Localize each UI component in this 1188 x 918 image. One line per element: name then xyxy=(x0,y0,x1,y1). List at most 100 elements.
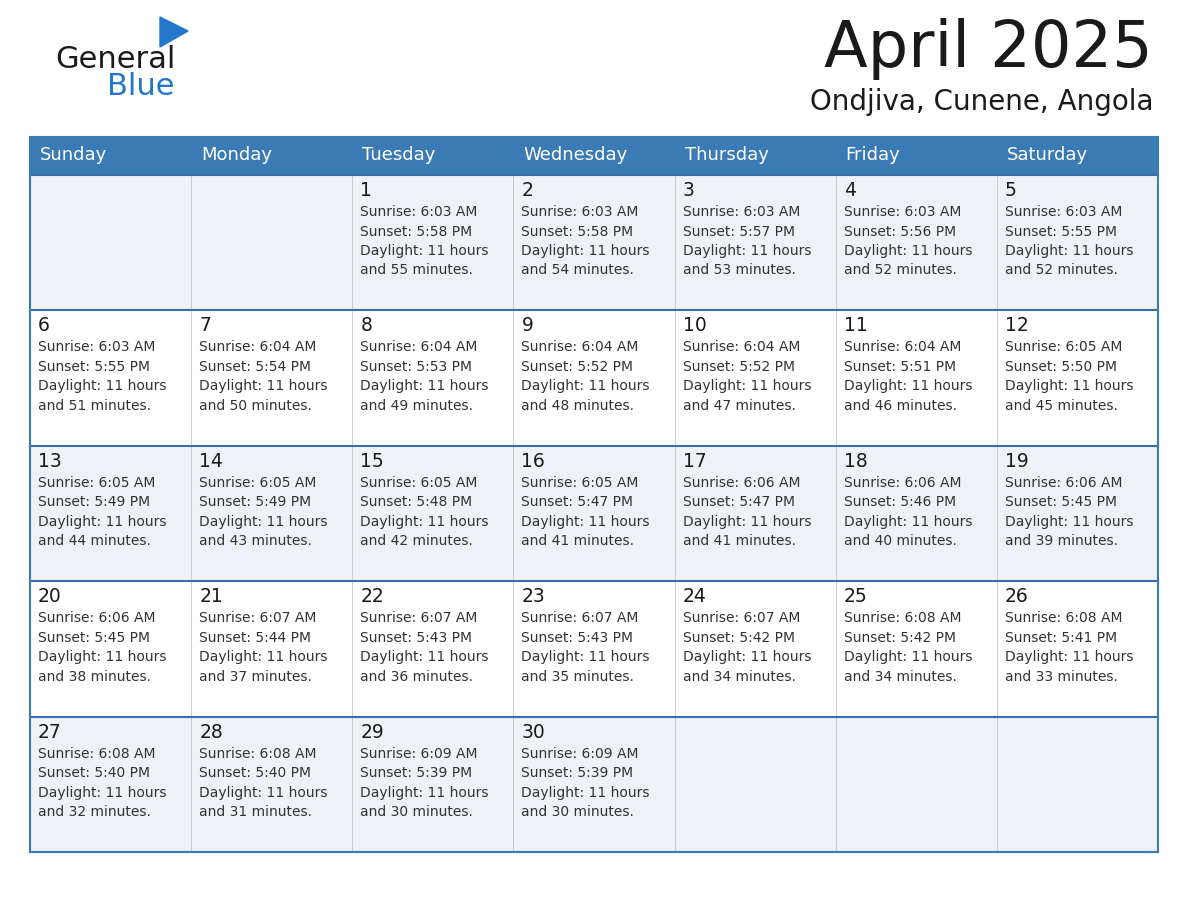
Text: 8: 8 xyxy=(360,317,372,335)
Text: Daylight: 11 hours: Daylight: 11 hours xyxy=(1005,650,1133,665)
Bar xyxy=(30,175,1158,310)
Text: Sunrise: 6:08 AM: Sunrise: 6:08 AM xyxy=(38,746,156,761)
Text: Sunset: 5:40 PM: Sunset: 5:40 PM xyxy=(38,767,150,780)
Text: Sunrise: 6:06 AM: Sunrise: 6:06 AM xyxy=(38,611,156,625)
Text: Daylight: 11 hours: Daylight: 11 hours xyxy=(1005,244,1133,258)
Text: 24: 24 xyxy=(683,588,707,606)
Text: Sunset: 5:55 PM: Sunset: 5:55 PM xyxy=(1005,225,1117,239)
Text: and 36 minutes.: and 36 minutes. xyxy=(360,670,473,684)
Text: Daylight: 11 hours: Daylight: 11 hours xyxy=(522,379,650,394)
Text: and 44 minutes.: and 44 minutes. xyxy=(38,534,151,548)
Text: Daylight: 11 hours: Daylight: 11 hours xyxy=(1005,515,1133,529)
Text: Sunset: 5:47 PM: Sunset: 5:47 PM xyxy=(522,496,633,509)
Text: Ondjiva, Cunene, Angola: Ondjiva, Cunene, Angola xyxy=(809,88,1154,116)
Text: and 32 minutes.: and 32 minutes. xyxy=(38,805,151,819)
Text: and 43 minutes.: and 43 minutes. xyxy=(200,534,312,548)
Text: and 49 minutes.: and 49 minutes. xyxy=(360,399,473,413)
Text: 15: 15 xyxy=(360,452,384,471)
Text: Daylight: 11 hours: Daylight: 11 hours xyxy=(200,515,328,529)
Text: and 34 minutes.: and 34 minutes. xyxy=(683,670,796,684)
Text: Sunrise: 6:03 AM: Sunrise: 6:03 AM xyxy=(1005,205,1123,219)
Text: and 30 minutes.: and 30 minutes. xyxy=(360,805,473,819)
Text: and 48 minutes.: and 48 minutes. xyxy=(522,399,634,413)
Bar xyxy=(30,137,1158,852)
Text: Sunset: 5:50 PM: Sunset: 5:50 PM xyxy=(1005,360,1117,374)
Text: Daylight: 11 hours: Daylight: 11 hours xyxy=(360,379,488,394)
Text: Sunset: 5:51 PM: Sunset: 5:51 PM xyxy=(843,360,956,374)
Bar xyxy=(30,137,191,175)
Text: Sunrise: 6:04 AM: Sunrise: 6:04 AM xyxy=(360,341,478,354)
Text: and 53 minutes.: and 53 minutes. xyxy=(683,263,796,277)
Text: Sunset: 5:42 PM: Sunset: 5:42 PM xyxy=(843,631,955,644)
Text: General: General xyxy=(55,45,176,74)
Text: and 39 minutes.: and 39 minutes. xyxy=(1005,534,1118,548)
Text: Sunrise: 6:09 AM: Sunrise: 6:09 AM xyxy=(360,746,478,761)
Bar xyxy=(675,137,835,175)
Text: Saturday: Saturday xyxy=(1007,146,1088,164)
Text: Daylight: 11 hours: Daylight: 11 hours xyxy=(843,244,972,258)
Bar xyxy=(353,137,513,175)
Text: Sunset: 5:52 PM: Sunset: 5:52 PM xyxy=(522,360,633,374)
Text: and 33 minutes.: and 33 minutes. xyxy=(1005,670,1118,684)
Text: Daylight: 11 hours: Daylight: 11 hours xyxy=(200,786,328,800)
Text: Sunset: 5:52 PM: Sunset: 5:52 PM xyxy=(683,360,795,374)
Text: Sunset: 5:39 PM: Sunset: 5:39 PM xyxy=(360,767,473,780)
Text: 17: 17 xyxy=(683,452,707,471)
Text: 10: 10 xyxy=(683,317,707,335)
Text: Daylight: 11 hours: Daylight: 11 hours xyxy=(683,379,811,394)
Text: Sunrise: 6:07 AM: Sunrise: 6:07 AM xyxy=(200,611,316,625)
Text: Thursday: Thursday xyxy=(684,146,769,164)
Text: Sunrise: 6:06 AM: Sunrise: 6:06 AM xyxy=(683,476,800,490)
Text: Sunrise: 6:06 AM: Sunrise: 6:06 AM xyxy=(843,476,961,490)
Text: Sunset: 5:42 PM: Sunset: 5:42 PM xyxy=(683,631,795,644)
Text: Sunrise: 6:08 AM: Sunrise: 6:08 AM xyxy=(200,746,317,761)
Text: 28: 28 xyxy=(200,722,223,742)
Text: Sunrise: 6:05 AM: Sunrise: 6:05 AM xyxy=(38,476,156,490)
Text: Daylight: 11 hours: Daylight: 11 hours xyxy=(38,650,166,665)
Text: Daylight: 11 hours: Daylight: 11 hours xyxy=(522,650,650,665)
Text: 21: 21 xyxy=(200,588,223,606)
Text: Sunset: 5:49 PM: Sunset: 5:49 PM xyxy=(200,496,311,509)
Text: and 34 minutes.: and 34 minutes. xyxy=(843,670,956,684)
Text: and 45 minutes.: and 45 minutes. xyxy=(1005,399,1118,413)
Text: Daylight: 11 hours: Daylight: 11 hours xyxy=(683,515,811,529)
Text: Blue: Blue xyxy=(107,72,175,101)
Text: Daylight: 11 hours: Daylight: 11 hours xyxy=(522,244,650,258)
Text: Monday: Monday xyxy=(201,146,272,164)
Text: Daylight: 11 hours: Daylight: 11 hours xyxy=(38,379,166,394)
Text: 25: 25 xyxy=(843,588,867,606)
Text: and 40 minutes.: and 40 minutes. xyxy=(843,534,956,548)
Text: Sunrise: 6:03 AM: Sunrise: 6:03 AM xyxy=(843,205,961,219)
Text: 29: 29 xyxy=(360,722,384,742)
Text: Sunset: 5:56 PM: Sunset: 5:56 PM xyxy=(843,225,956,239)
Text: Sunset: 5:40 PM: Sunset: 5:40 PM xyxy=(200,767,311,780)
Text: Sunset: 5:57 PM: Sunset: 5:57 PM xyxy=(683,225,795,239)
Bar xyxy=(997,137,1158,175)
Text: Daylight: 11 hours: Daylight: 11 hours xyxy=(38,515,166,529)
Text: Sunrise: 6:05 AM: Sunrise: 6:05 AM xyxy=(1005,341,1123,354)
Text: Daylight: 11 hours: Daylight: 11 hours xyxy=(200,379,328,394)
Text: Friday: Friday xyxy=(846,146,901,164)
Text: Sunrise: 6:03 AM: Sunrise: 6:03 AM xyxy=(522,205,639,219)
Text: 20: 20 xyxy=(38,588,62,606)
Text: Sunset: 5:45 PM: Sunset: 5:45 PM xyxy=(1005,496,1117,509)
Text: Sunday: Sunday xyxy=(40,146,107,164)
Text: and 41 minutes.: and 41 minutes. xyxy=(522,534,634,548)
Text: 11: 11 xyxy=(843,317,867,335)
Bar xyxy=(30,717,1158,852)
Text: Sunrise: 6:07 AM: Sunrise: 6:07 AM xyxy=(522,611,639,625)
Text: 19: 19 xyxy=(1005,452,1029,471)
Text: Daylight: 11 hours: Daylight: 11 hours xyxy=(683,244,811,258)
Text: 13: 13 xyxy=(38,452,62,471)
Text: Daylight: 11 hours: Daylight: 11 hours xyxy=(360,786,488,800)
Text: Sunset: 5:44 PM: Sunset: 5:44 PM xyxy=(200,631,311,644)
Text: 18: 18 xyxy=(843,452,867,471)
Text: 5: 5 xyxy=(1005,181,1017,200)
Text: Sunrise: 6:04 AM: Sunrise: 6:04 AM xyxy=(522,341,639,354)
Text: and 55 minutes.: and 55 minutes. xyxy=(360,263,473,277)
Text: Sunrise: 6:07 AM: Sunrise: 6:07 AM xyxy=(683,611,800,625)
Text: Sunset: 5:43 PM: Sunset: 5:43 PM xyxy=(360,631,473,644)
Bar xyxy=(191,137,353,175)
Text: Sunrise: 6:04 AM: Sunrise: 6:04 AM xyxy=(843,341,961,354)
Text: 23: 23 xyxy=(522,588,545,606)
